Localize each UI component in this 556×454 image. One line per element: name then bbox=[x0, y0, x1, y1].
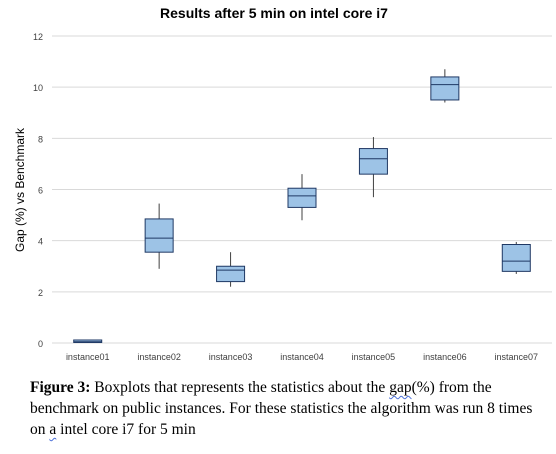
caption-text-3: (%) from the benchmark on public instanc… bbox=[30, 379, 533, 438]
box-instance02 bbox=[144, 218, 174, 253]
box-instance06 bbox=[430, 76, 460, 101]
caption-text-4: a bbox=[49, 421, 57, 438]
y-tick-label-2: 2 bbox=[38, 288, 43, 298]
caption-text-1: Boxplots that represents the statistics … bbox=[90, 379, 390, 396]
y-tick-labels: 0 2 4 6 8 10 12 bbox=[33, 32, 43, 349]
y-tick-label-12: 12 bbox=[33, 32, 43, 42]
y-tick-label-8: 8 bbox=[38, 134, 43, 144]
x-tick-label-instance02: instance02 bbox=[137, 352, 181, 362]
x-tick-labels: instance01 instance02 instance03 instance04… bbox=[66, 352, 538, 362]
caption-label: Figure 3: bbox=[30, 379, 91, 396]
y-tick-label-4: 4 bbox=[38, 237, 43, 247]
box-instance04 bbox=[287, 187, 317, 208]
y-tick-label-10: 10 bbox=[33, 83, 43, 93]
y-tick-label-6: 6 bbox=[38, 186, 43, 196]
box-instance03 bbox=[216, 265, 246, 283]
boxplot-chart: Results after 5 min on intel core i7 Gap… bbox=[13, 5, 552, 362]
x-tick-label-instance01: instance01 bbox=[66, 352, 110, 362]
caption-text-5: intel core i7 for 5 min bbox=[56, 421, 196, 438]
y-tick-label-0: 0 bbox=[38, 339, 43, 349]
figure-caption: Figure 3: Boxplots that represents the s… bbox=[30, 377, 550, 440]
caption-text-2: gap bbox=[389, 379, 412, 396]
chart-title: Results after 5 min on intel core i7 bbox=[160, 5, 388, 21]
box-instance05 bbox=[358, 148, 388, 175]
box-instance07 bbox=[501, 244, 531, 272]
x-tick-label-instance05: instance05 bbox=[352, 352, 396, 362]
boxes bbox=[73, 69, 531, 343]
grid-lines bbox=[52, 35, 552, 344]
x-tick-label-instance07: instance07 bbox=[495, 352, 539, 362]
y-axis-label: Gap (%) vs Benchmark bbox=[13, 127, 27, 252]
x-tick-label-instance04: instance04 bbox=[280, 352, 324, 362]
x-tick-label-instance06: instance06 bbox=[423, 352, 467, 362]
x-tick-label-instance03: instance03 bbox=[209, 352, 253, 362]
